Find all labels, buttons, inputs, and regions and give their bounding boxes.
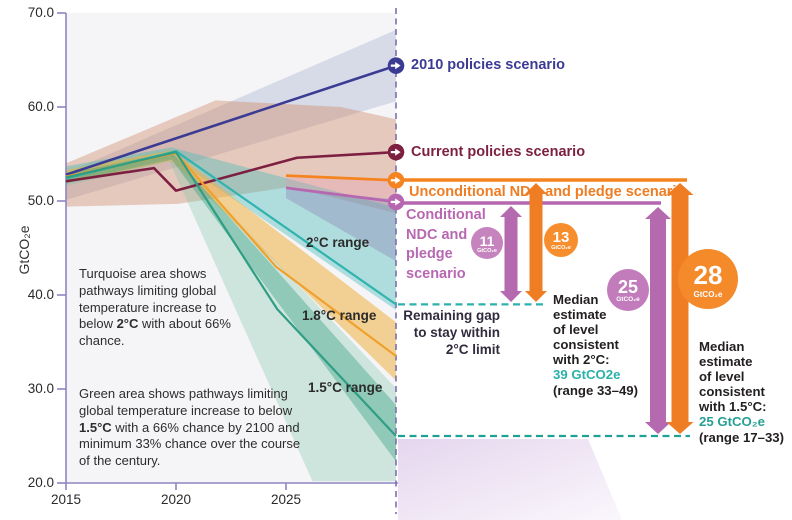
gap-badge-13-unit: GtCO₂e — [551, 245, 571, 251]
gap-badge-11-value: 11 — [479, 232, 495, 249]
median-2c-line-2: estimate — [553, 307, 607, 323]
median-15c-value: 25 GtCO₂e — [699, 414, 765, 430]
gap-arrow-unconditional-15c — [666, 183, 694, 434]
median-15c-line-3: of level — [699, 369, 745, 385]
note-turquoise-bold: 2°C — [116, 316, 139, 332]
marker-unconditional-ndc — [387, 172, 405, 189]
median-2c-line-1: Median — [553, 292, 599, 307]
decorative-purple-shape — [398, 439, 622, 520]
gap-badge-11-unit: GtCO₂e — [477, 247, 497, 254]
label-unconditional-ndc: Unconditional NDC and pledge scenario — [409, 184, 686, 200]
marker-conditional-ndc — [387, 193, 405, 211]
median-15c-line-1: Median — [699, 339, 745, 354]
median-15c-range: (range 17–33) — [699, 429, 785, 445]
median-2c-line-3: of level — [553, 322, 599, 338]
y-axis-title: GtCO₂e — [16, 225, 32, 275]
median-15c-line-5: with 1.5°C: — [699, 399, 767, 415]
band-15c-halo — [66, 149, 396, 482]
marker-current-policies — [387, 143, 405, 161]
note-turquoise-text: Turquoise area shows pathways limiting g… — [79, 266, 217, 332]
line-end-markers — [387, 57, 405, 211]
band-ndc-pink-fan — [286, 177, 396, 200]
line-conditional-ndc — [285, 186, 397, 204]
x-tick-2025: 2025 — [270, 492, 302, 507]
gap-badge-13: 13 GtCO₂e — [544, 223, 578, 257]
label-current-policies: Current policies scenario — [411, 144, 586, 160]
note-green-text-2: with a 66% chance by 2100 and minimum 33… — [79, 419, 301, 469]
y-tick-20: 20.0 — [27, 475, 54, 490]
gap-badge-28: 28 GtCO₂e — [678, 249, 738, 309]
line-15c-median — [65, 151, 397, 437]
label-2c-range: 2°C range — [306, 235, 370, 250]
median-2c-line-5: with 2°C: — [553, 352, 610, 368]
line-unconditional-ndc — [285, 174, 397, 182]
band-2c — [66, 147, 396, 311]
gap-badge-25-value: 25 — [617, 277, 639, 297]
band-ndc-purple-fan — [286, 189, 396, 262]
remaining-gap-line-2: to stay within — [413, 325, 500, 341]
gap-badge-11: 11 GtCO₂e — [471, 227, 503, 259]
band-current-policies — [66, 100, 396, 214]
gap-arrow-unconditional-2c — [525, 183, 547, 302]
y-tick-50: 50.0 — [27, 193, 54, 208]
remaining-gap-label: Remaining gap to stay within 2°C limit — [396, 307, 500, 359]
remaining-gap-line-1: Remaining gap — [403, 308, 500, 323]
note-green-text: Green area shows pathways limiting globa… — [79, 386, 293, 418]
band-18c — [66, 150, 396, 381]
median-15c-line-4: consistent — [699, 384, 765, 400]
gap-arrow-conditional-15c — [645, 207, 671, 434]
gap-badge-28-value: 28 — [693, 259, 723, 290]
gap-badge-25: 25 GtCO₂e — [607, 269, 649, 311]
median-15c-block: Median estimate of level consistent with… — [699, 339, 784, 445]
median-15c-line-2: estimate — [699, 354, 753, 370]
label-2010-policies: 2010 policies scenario — [411, 57, 565, 73]
y-tick-60: 60.0 — [27, 99, 54, 114]
label-15c-range: 1.5°C range — [308, 380, 383, 395]
note-turquoise-area: Turquoise area shows pathways limiting g… — [79, 266, 247, 350]
marker-2010-policies — [387, 57, 405, 74]
median-2c-line-4: consistent — [553, 337, 619, 353]
gap-badge-25-unit: GtCO₂e — [616, 296, 640, 303]
scenario-lines — [65, 64, 397, 437]
median-2c-block: Median estimate of level consistent with… — [553, 292, 638, 398]
note-turquoise-text-2: with about 66% chance. — [79, 316, 231, 349]
note-green-bold: 1.5°C — [79, 419, 112, 435]
gap-arrow-conditional-2c — [500, 206, 522, 302]
note-green-area: Green area shows pathways limiting globa… — [79, 386, 307, 470]
y-tick-70: 70.0 — [27, 5, 54, 20]
gap-badge-13-value: 13 — [552, 229, 570, 246]
x-tick-2015: 2015 — [50, 492, 82, 507]
label-conditional-ndc: Conditional NDC and pledge scenario — [406, 207, 486, 282]
line-2010-policies — [65, 64, 397, 176]
gap-badge-28-unit: GtCO₂e — [693, 289, 723, 299]
label-18c-range: 1.8°C range — [302, 308, 377, 323]
gap-arrows — [500, 183, 694, 434]
median-2c-range: (range 33–49) — [553, 382, 639, 398]
x-tick-2020: 2020 — [160, 492, 192, 507]
y-tick-40: 40.0 — [27, 287, 54, 302]
axis-ticks — [57, 12, 287, 490]
line-current-policies — [65, 150, 397, 192]
y-tick-30: 30.0 — [27, 381, 54, 396]
median-2c-value: 39 GtCO2e — [553, 367, 621, 383]
remaining-gap-line-3: 2°C limit — [445, 342, 500, 358]
